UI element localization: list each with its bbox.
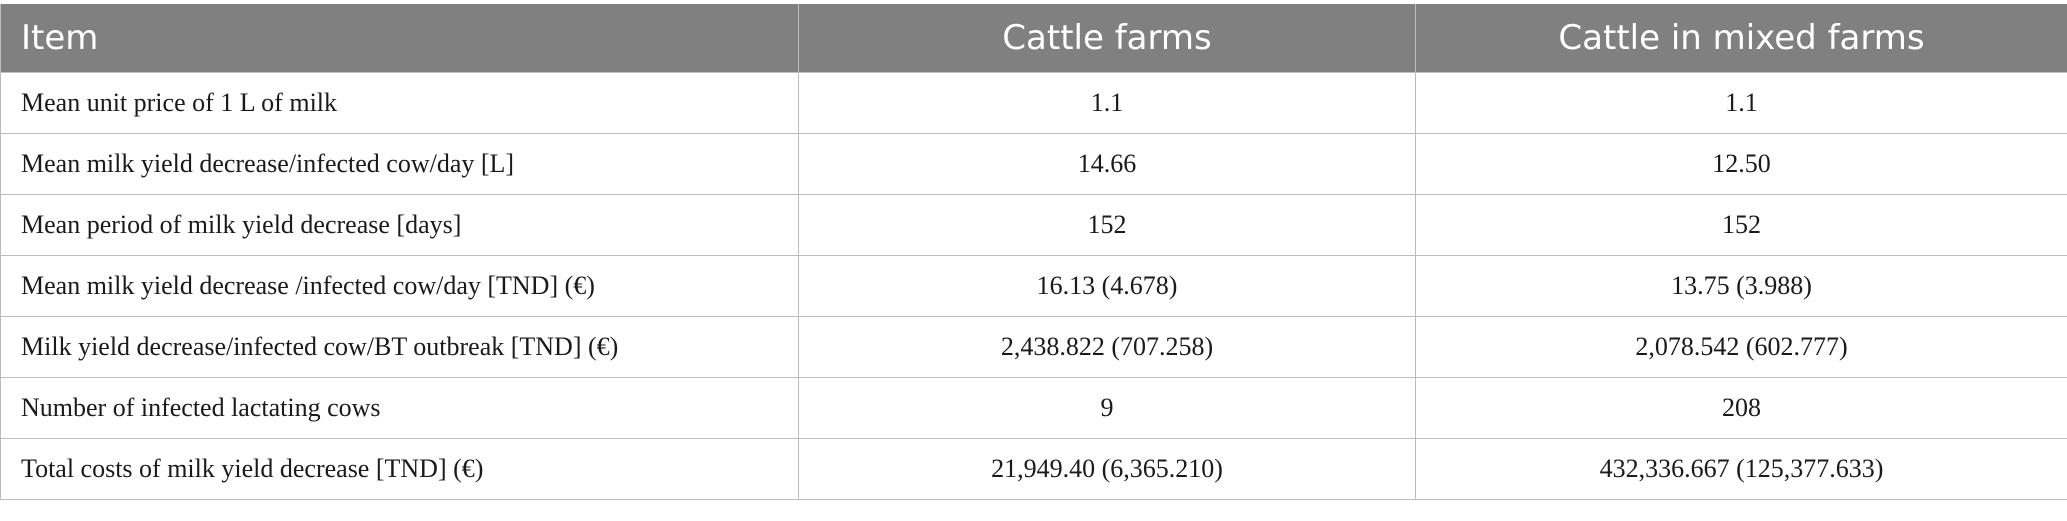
row-cattle-farms-cell: 14.66: [798, 133, 1416, 195]
row-mixed-farms-cell: 152: [1415, 194, 2067, 256]
table-row: Mean milk yield decrease /infected cow/d…: [0, 255, 2067, 317]
table-row: Milk yield decrease/infected cow/BT outb…: [0, 316, 2067, 378]
row-mixed-farms-cell: 2,078.542 (602.777): [1415, 316, 2067, 378]
row-cattle-farms-cell: 1.1: [798, 72, 1416, 134]
table-body: Mean unit price of 1 L of milk 1.1 1.1 M…: [0, 72, 2067, 500]
row-item-cell: Mean milk yield decrease /infected cow/d…: [0, 255, 799, 317]
row-mixed-farms-cell: 432,336.667 (125,377.633): [1415, 438, 2067, 500]
row-cattle-farms-cell: 152: [798, 194, 1416, 256]
milk-yield-cost-table: Item Cattle farms Cattle in mixed farms …: [0, 4, 2067, 500]
row-item-cell: Mean milk yield decrease/infected cow/da…: [0, 133, 799, 195]
row-mixed-farms-cell: 13.75 (3.988): [1415, 255, 2067, 317]
milk-yield-cost-table-container: Item Cattle farms Cattle in mixed farms …: [0, 4, 2067, 500]
row-mixed-farms-cell: 1.1: [1415, 72, 2067, 134]
header-cattle-in-mixed-farms: Cattle in mixed farms: [1415, 4, 2067, 73]
header-cattle-farms: Cattle farms: [798, 4, 1416, 73]
row-mixed-farms-cell: 12.50: [1415, 133, 2067, 195]
row-item-cell: Milk yield decrease/infected cow/BT outb…: [0, 316, 799, 378]
table-row: Total costs of milk yield decrease [TND]…: [0, 438, 2067, 500]
table-row: Mean milk yield decrease/infected cow/da…: [0, 133, 2067, 195]
row-mixed-farms-cell: 208: [1415, 377, 2067, 439]
row-item-cell: Total costs of milk yield decrease [TND]…: [0, 438, 799, 500]
table-row: Mean unit price of 1 L of milk 1.1 1.1: [0, 72, 2067, 134]
row-cattle-farms-cell: 16.13 (4.678): [798, 255, 1416, 317]
row-cattle-farms-cell: 21,949.40 (6,365.210): [798, 438, 1416, 500]
table-header: Item Cattle farms Cattle in mixed farms: [0, 4, 2067, 73]
row-item-cell: Mean unit price of 1 L of milk: [0, 72, 799, 134]
row-cattle-farms-cell: 9: [798, 377, 1416, 439]
row-item-cell: Mean period of milk yield decrease [days…: [0, 194, 799, 256]
header-row: Item Cattle farms Cattle in mixed farms: [0, 4, 2067, 73]
row-cattle-farms-cell: 2,438.822 (707.258): [798, 316, 1416, 378]
table-row: Mean period of milk yield decrease [days…: [0, 194, 2067, 256]
table-row: Number of infected lactating cows 9 208: [0, 377, 2067, 439]
header-item: Item: [0, 4, 799, 73]
row-item-cell: Number of infected lactating cows: [0, 377, 799, 439]
